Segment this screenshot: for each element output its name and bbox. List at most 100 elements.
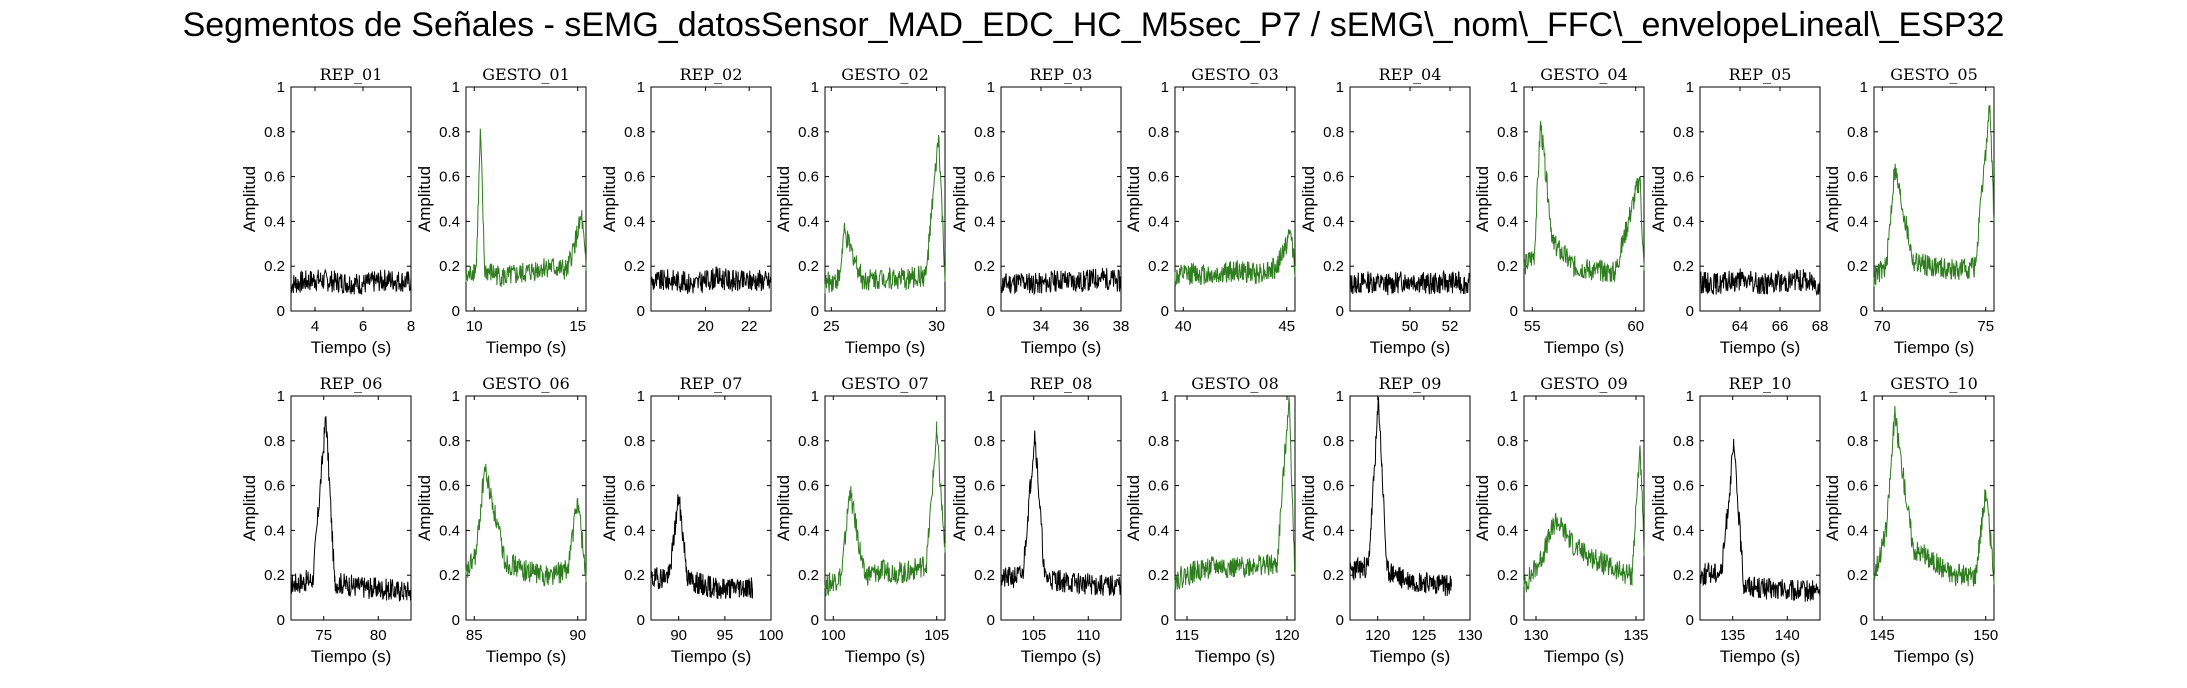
- y-tick-label: 0.4: [1847, 213, 1868, 230]
- y-tick-label: 0.8: [1323, 433, 1344, 450]
- x-tick-label: 75: [1977, 318, 1994, 335]
- subplot-gesto-09: GESTO_09 0 0.2 0.4 0.6 0.8 1 130 135 Tiempo (s) Am…: [1473, 374, 1649, 666]
- subplot-title: REP_06: [320, 374, 383, 393]
- y-tick-label: 0: [1161, 612, 1169, 629]
- y-tick-label: 0: [1336, 612, 1344, 629]
- x-tick-label: 8: [407, 318, 415, 335]
- x-axis-label: Tiempo (s): [311, 338, 392, 357]
- y-tick-label: 0.2: [798, 258, 819, 275]
- subplot-title: GESTO_04: [1540, 65, 1628, 84]
- y-tick-label: 0: [1336, 303, 1344, 320]
- signal-line: [1174, 395, 1296, 590]
- x-tick-label: 105: [1021, 627, 1046, 644]
- x-tick-label: 80: [370, 627, 387, 644]
- axes-box: [824, 395, 946, 621]
- x-tick-label: 130: [1523, 627, 1548, 644]
- y-tick-label: 0.8: [624, 433, 645, 450]
- y-axis-label: Amplitud: [774, 475, 793, 541]
- subplot-title: REP_07: [680, 374, 743, 393]
- y-tick-label: 0.6: [1847, 169, 1868, 186]
- subplot-rep-03: REP_03 0 0.2 0.4 0.6 0.8 1 34 36 38 Tiempo (s) Ampl…: [950, 65, 1129, 357]
- x-axis-label: Tiempo (s): [845, 338, 926, 357]
- y-tick-label: 0.6: [1148, 169, 1169, 186]
- x-axis-label: Tiempo (s): [1544, 338, 1625, 357]
- subplot-title: REP_04: [1379, 65, 1442, 84]
- y-tick-label: 0.2: [439, 258, 460, 275]
- subplot-title: GESTO_06: [482, 374, 570, 393]
- subplot-title: REP_05: [1729, 65, 1792, 84]
- y-tick-label: 1: [987, 388, 995, 405]
- y-tick-label: 0.6: [624, 169, 645, 186]
- x-axis-label: Tiempo (s): [1370, 338, 1451, 357]
- y-axis-label: Amplitud: [240, 475, 259, 541]
- x-axis-label: Tiempo (s): [1021, 647, 1102, 666]
- x-tick-label: 140: [1775, 627, 1800, 644]
- subplot-gesto-07: GESTO_07 0 0.2 0.4 0.6 0.8 1 100 105 Tiempo (s) Am…: [774, 374, 949, 666]
- x-tick-label: 25: [823, 318, 840, 335]
- y-tick-label: 0.2: [1148, 258, 1169, 275]
- y-tick-label: 1: [637, 388, 645, 405]
- x-tick-label: 125: [1411, 627, 1436, 644]
- x-tick-label: 20: [697, 318, 714, 335]
- y-tick-label: 0.4: [1673, 213, 1694, 230]
- x-tick-label: 150: [1973, 627, 1998, 644]
- y-tick-label: 0.6: [1323, 169, 1344, 186]
- y-tick-label: 0.4: [264, 213, 285, 230]
- subplot-rep-05: REP_05 0 0.2 0.4 0.6 0.8 1 64 66 68 Tiempo (s) Ampl…: [1649, 65, 1828, 357]
- signal-line: [290, 268, 412, 295]
- y-axis-label: Amplitud: [774, 166, 793, 232]
- y-tick-label: 0.4: [974, 213, 995, 230]
- y-tick-label: 0.8: [1847, 433, 1868, 450]
- y-axis-label: Amplitud: [950, 166, 969, 232]
- y-tick-label: 0: [637, 303, 645, 320]
- x-tick-label: 34: [1033, 318, 1050, 335]
- x-tick-label: 100: [821, 627, 846, 644]
- y-axis-label: Amplitud: [415, 166, 434, 232]
- y-tick-label: 0.2: [624, 258, 645, 275]
- signal-line: [1174, 229, 1296, 287]
- y-tick-label: 0.8: [974, 124, 995, 141]
- y-tick-label: 0.8: [1148, 124, 1169, 141]
- y-tick-label: 1: [452, 388, 460, 405]
- x-tick-label: 52: [1442, 318, 1459, 335]
- y-axis-label: Amplitud: [240, 166, 259, 232]
- y-tick-label: 0: [277, 612, 285, 629]
- y-tick-label: 0.8: [1673, 124, 1694, 141]
- y-tick-label: 0.4: [1673, 522, 1694, 539]
- x-axis-label: Tiempo (s): [1894, 647, 1975, 666]
- y-tick-label: 0.6: [798, 478, 819, 495]
- y-tick-label: 0.6: [974, 169, 995, 186]
- subplot-gesto-03: GESTO_03 0 0.2 0.4 0.6 0.8 1 40 45 Amplitud: [1124, 65, 1296, 335]
- y-tick-label: 0.8: [264, 433, 285, 450]
- signal-line: [1523, 120, 1645, 283]
- y-axis-label: Amplitud: [415, 475, 434, 541]
- y-tick-label: 0.8: [974, 433, 995, 450]
- y-tick-label: 0.2: [1847, 258, 1868, 275]
- y-tick-label: 1: [1510, 388, 1518, 405]
- x-tick-label: 64: [1732, 318, 1749, 335]
- x-tick-label: 75: [315, 627, 332, 644]
- subplot-rep-08: REP_08 0 0.2 0.4 0.6 0.8 1 105 110 Tiempo (s) Ampl…: [950, 374, 1122, 666]
- signal-line: [1873, 104, 1995, 287]
- y-tick-label: 0.8: [264, 124, 285, 141]
- y-tick-label: 1: [1336, 388, 1344, 405]
- x-tick-label: 90: [670, 627, 687, 644]
- x-tick-label: 60: [1627, 318, 1644, 335]
- y-tick-label: 0.8: [1497, 433, 1518, 450]
- subplot-title: REP_10: [1729, 374, 1792, 393]
- x-tick-label: 120: [1365, 627, 1390, 644]
- y-tick-label: 0.4: [1148, 213, 1169, 230]
- y-tick-label: 0.8: [1148, 433, 1169, 450]
- x-tick-label: 66: [1772, 318, 1789, 335]
- subplot-title: REP_09: [1379, 374, 1442, 393]
- y-tick-label: 0.8: [1847, 124, 1868, 141]
- subplot-rep-02: REP_02 0 0.2 0.4 0.6 0.8 1 20 22 Amplitud: [600, 65, 772, 335]
- x-tick-label: 145: [1870, 627, 1895, 644]
- signal-line: [1699, 438, 1821, 602]
- x-tick-label: 100: [758, 627, 783, 644]
- x-tick-label: 120: [1274, 627, 1299, 644]
- y-tick-label: 1: [1686, 388, 1694, 405]
